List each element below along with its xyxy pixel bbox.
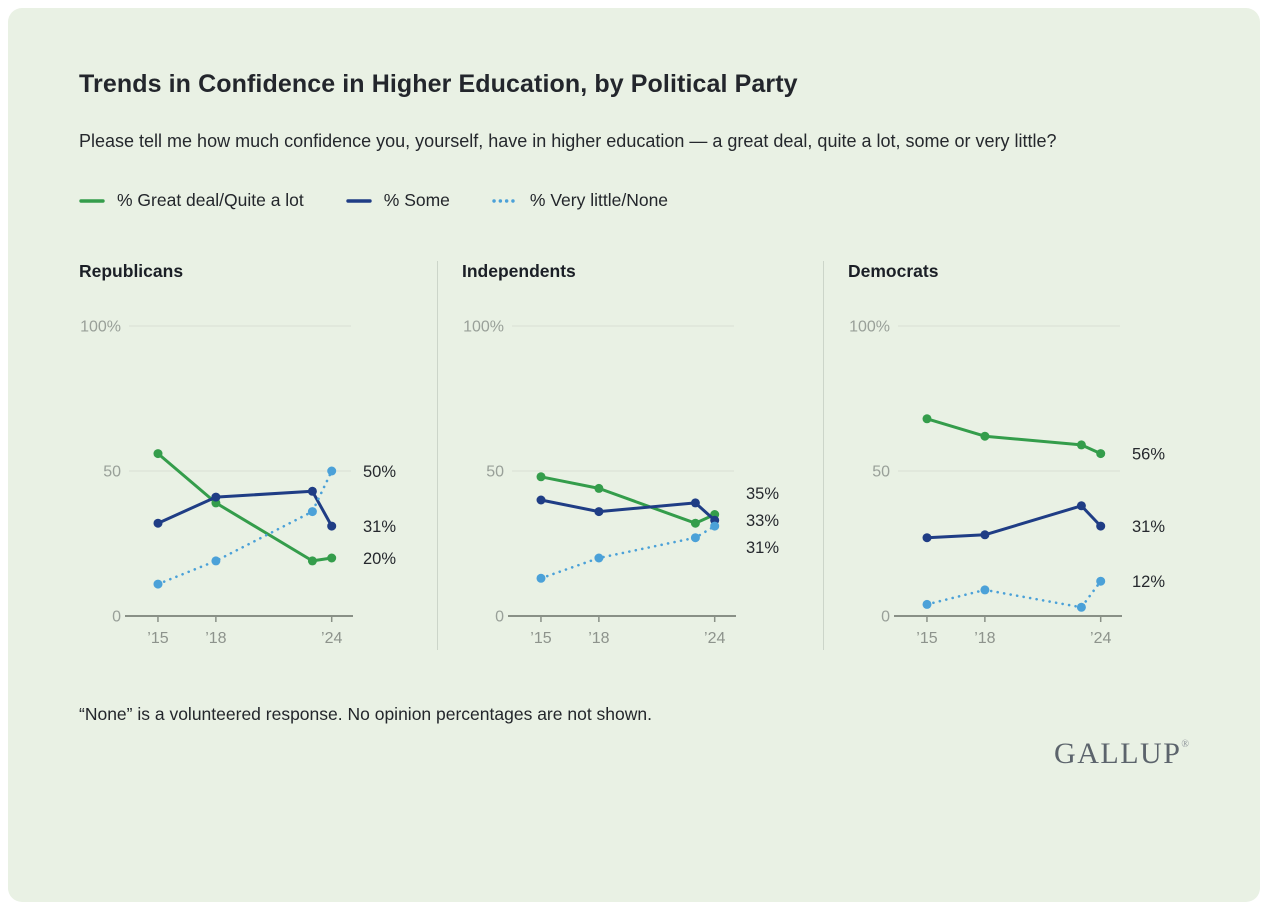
svg-text:0: 0 (881, 609, 890, 626)
svg-text:’18: ’18 (205, 630, 226, 647)
svg-text:’15: ’15 (530, 630, 551, 647)
panel-title-republicans: Republicans (79, 261, 184, 281)
report-card: Trends in Confidence in Higher Education… (8, 8, 1260, 902)
legend-item-some: % Some (346, 190, 450, 211)
svg-text:100%: 100% (849, 319, 890, 336)
svg-text:35%: 35% (746, 485, 779, 503)
chart-democrats: 100% 50 0 ’15 ’18 ’24 56% 31% 12% (848, 298, 1189, 650)
svg-text:’24: ’24 (704, 630, 725, 647)
svg-text:56%: 56% (1132, 445, 1165, 463)
page-title: Trends in Confidence in Higher Education… (79, 70, 798, 98)
svg-text:’18: ’18 (588, 630, 609, 647)
svg-text:’24: ’24 (1090, 630, 1111, 647)
svg-text:100%: 100% (80, 319, 121, 336)
gallup-logo: GALLUP® (79, 737, 1189, 771)
panel-title-democrats: Democrats (848, 261, 939, 281)
charts-row: Republicans 100% 50 0 ’15 ’18 ’24 50% 31% 20% In… (79, 261, 1189, 650)
svg-text:’24: ’24 (321, 630, 342, 647)
legend-item-very-little: % Very little/None (492, 190, 668, 211)
panel-title-independents: Independents (462, 261, 576, 281)
chart-republicans: 100% 50 0 ’15 ’18 ’24 50% 31% 20% (79, 298, 437, 650)
legend: % Great deal/Quite a lot % Some % Very l… (79, 190, 1189, 211)
svg-text:’15: ’15 (916, 630, 937, 647)
survey-question: Please tell me how much confidence you, … (79, 131, 1057, 151)
chart-panel-democrats: Democrats 100% 50 0 ’15 ’18 ’24 56% 31% 12% (823, 261, 1189, 650)
svg-text:50: 50 (486, 464, 504, 481)
chart-independents: 100% 50 0 ’15 ’18 ’24 35% 33% 31% (462, 298, 823, 650)
legend-item-great-deal: % Great deal/Quite a lot (79, 190, 304, 211)
svg-text:50: 50 (872, 464, 890, 481)
svg-text:12%: 12% (1132, 573, 1165, 591)
legend-label-very-little: % Very little/None (529, 190, 669, 210)
svg-text:100%: 100% (463, 319, 504, 336)
chart-panel-independents: Independents 100% 50 0 ’15 ’18 ’24 35% 33% 31% (437, 261, 823, 650)
registered-mark: ® (1181, 739, 1189, 750)
great-deal-line-icon (79, 197, 105, 205)
footnote: “None” is a volunteered response. No opi… (79, 704, 652, 724)
legend-label-great-deal: % Great deal/Quite a lot (117, 190, 304, 210)
svg-text:31%: 31% (746, 539, 779, 557)
svg-text:0: 0 (495, 609, 504, 626)
svg-text:50: 50 (103, 464, 121, 481)
legend-label-some: % Some (383, 190, 450, 210)
some-line-icon (346, 197, 372, 205)
chart-panel-republicans: Republicans 100% 50 0 ’15 ’18 ’24 50% 31% 20% (79, 261, 437, 650)
svg-text:0: 0 (112, 609, 121, 626)
svg-text:31%: 31% (1132, 518, 1165, 536)
svg-text:31%: 31% (363, 518, 396, 536)
gallup-wordmark: GALLUP (1054, 737, 1182, 770)
svg-text:’18: ’18 (974, 630, 995, 647)
svg-text:20%: 20% (363, 550, 396, 568)
svg-text:33%: 33% (746, 512, 779, 530)
svg-text:50%: 50% (363, 463, 396, 481)
svg-text:’15: ’15 (147, 630, 168, 647)
very-little-dotted-line-icon (492, 197, 518, 205)
